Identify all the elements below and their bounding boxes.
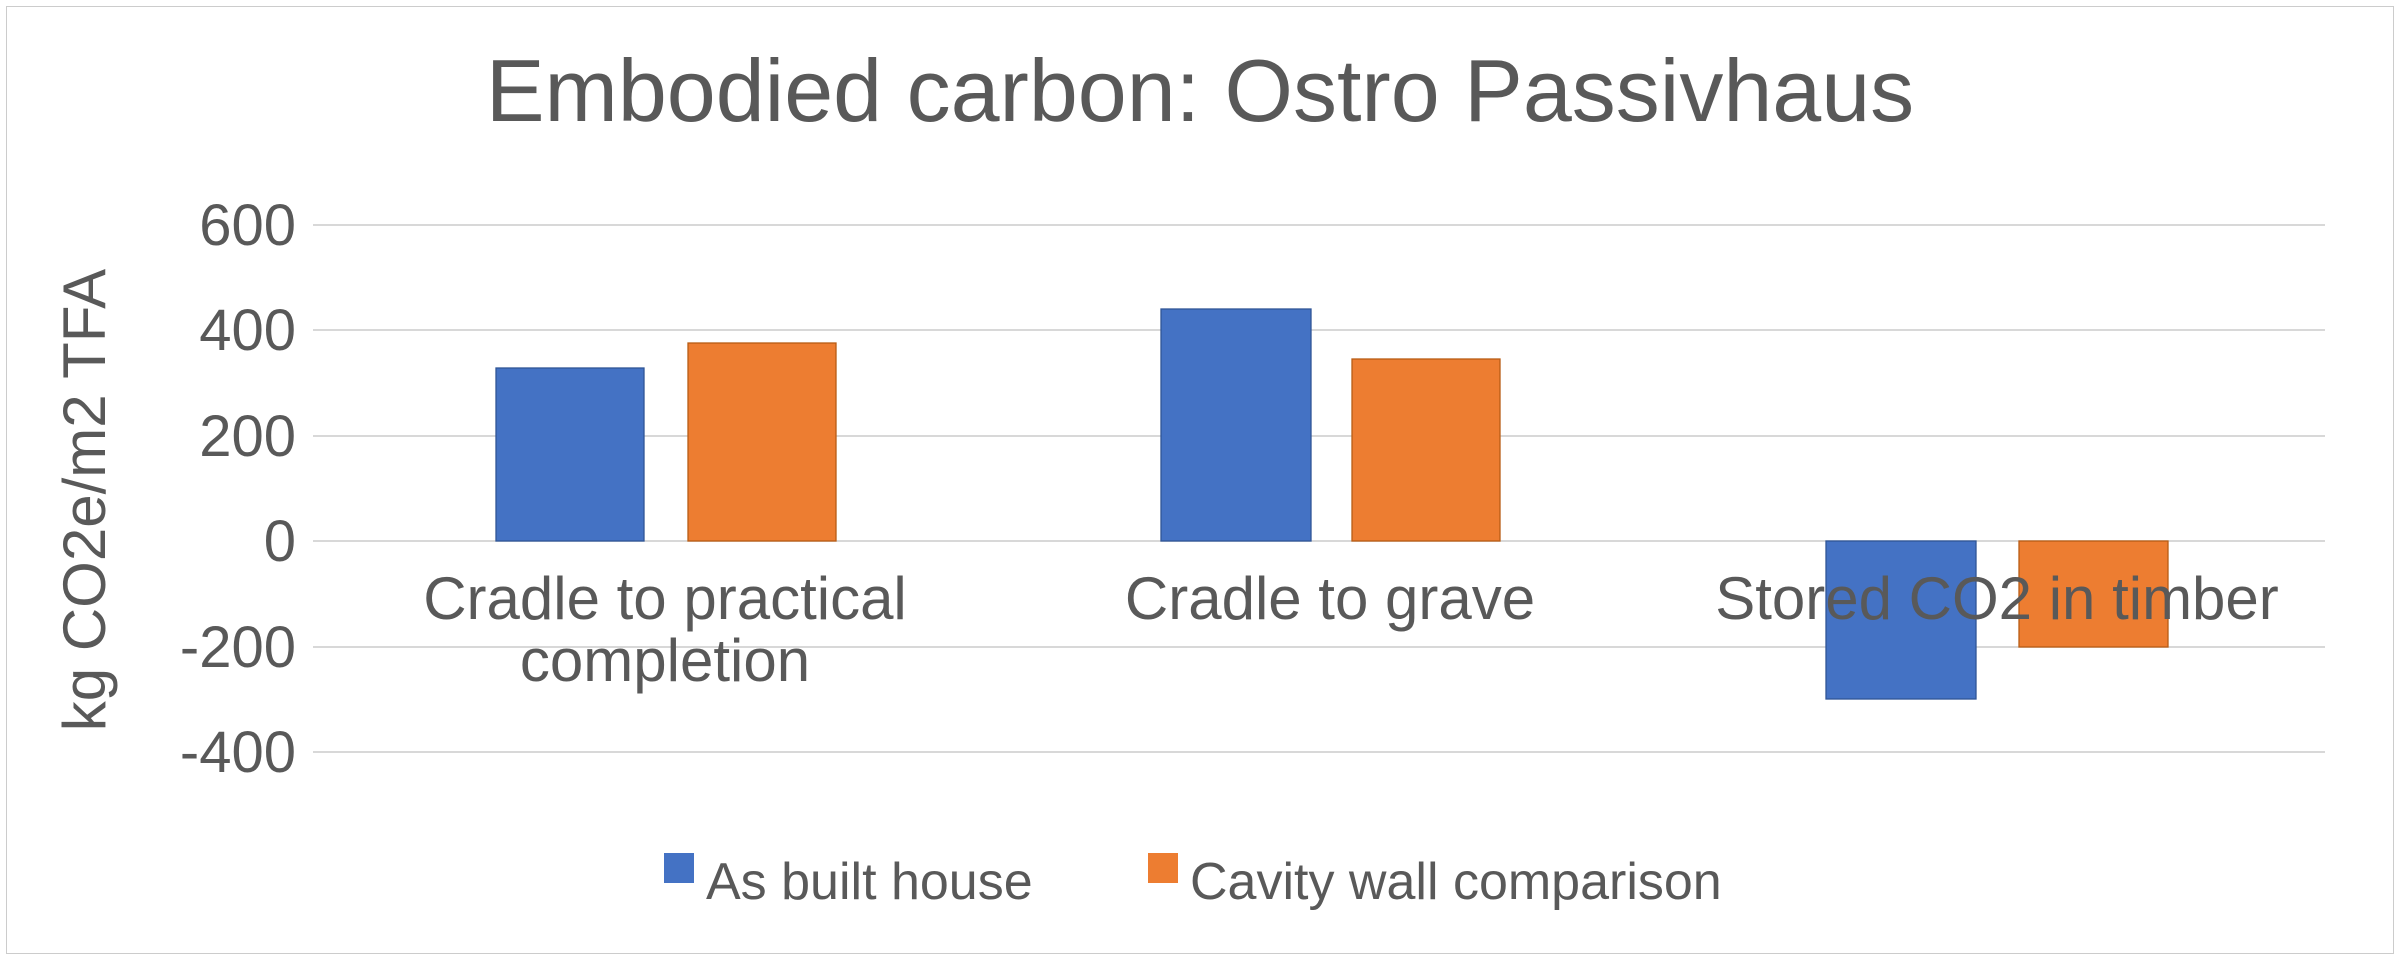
- svg-text:-400: -400: [180, 720, 296, 785]
- svg-text:Stored CO2 in timber: Stored CO2 in timber: [1715, 565, 2279, 632]
- svg-text:Cradle to grave: Cradle to grave: [1125, 565, 1535, 632]
- svg-text:-200: -200: [180, 615, 296, 680]
- svg-text:200: 200: [199, 404, 296, 469]
- svg-text:Cavity wall comparison: Cavity wall comparison: [1190, 853, 1722, 911]
- svg-text:completion: completion: [520, 627, 810, 694]
- svg-text:kg CO2e/m2 TFA: kg CO2e/m2 TFA: [51, 269, 118, 731]
- svg-text:As built house: As built house: [706, 853, 1033, 911]
- svg-text:0: 0: [264, 509, 296, 574]
- svg-text:400: 400: [199, 298, 296, 363]
- svg-text:Cradle to practical: Cradle to practical: [423, 565, 907, 632]
- svg-text:600: 600: [199, 193, 296, 258]
